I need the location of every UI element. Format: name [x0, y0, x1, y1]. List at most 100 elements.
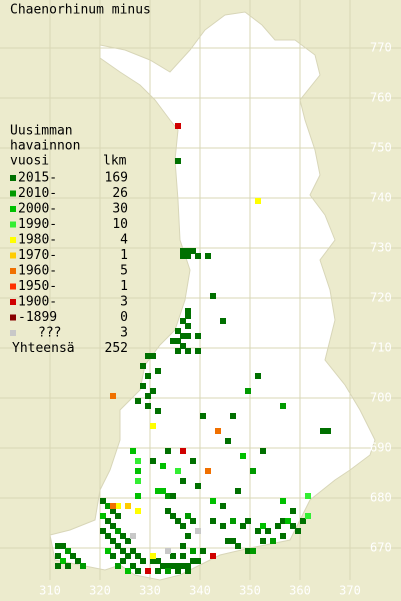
observation-square	[180, 563, 186, 569]
observation-square	[155, 408, 161, 414]
observation-square	[190, 458, 196, 464]
legend-count-header: lkm	[103, 154, 127, 169]
observation-square	[135, 458, 141, 464]
observation-square	[180, 543, 186, 549]
observation-square	[185, 533, 191, 539]
x-label: 330	[139, 584, 161, 598]
observation-square	[220, 318, 226, 324]
legend-count: 30	[112, 202, 128, 217]
legend-total-label: Yhteensä	[12, 341, 75, 356]
observation-square	[220, 503, 226, 509]
legend-swatch	[10, 221, 16, 228]
observation-square	[140, 363, 146, 369]
observation-square	[180, 253, 186, 259]
observation-square	[190, 548, 196, 554]
legend-label: 2010-	[18, 186, 57, 201]
legend-label: 2000-	[18, 202, 57, 217]
observation-square	[105, 533, 111, 539]
observation-square	[185, 333, 191, 339]
legend-count: 10	[112, 217, 128, 232]
legend-swatch	[10, 252, 16, 259]
observation-square	[135, 468, 141, 474]
observation-square	[150, 458, 156, 464]
y-label: 720	[370, 291, 392, 305]
observation-square	[130, 448, 136, 454]
legend-swatch	[10, 175, 16, 181]
observation-square	[185, 323, 191, 329]
x-label: 340	[189, 584, 211, 598]
observation-square	[110, 538, 116, 544]
observation-square	[105, 518, 111, 524]
observation-square	[150, 558, 156, 564]
observation-square	[180, 448, 186, 454]
observation-square	[115, 513, 121, 519]
y-label: 700	[370, 391, 392, 405]
observation-square	[105, 503, 111, 509]
legend-count: 3	[120, 295, 128, 310]
observation-square	[135, 553, 141, 559]
observation-square	[145, 393, 151, 399]
observation-square	[155, 558, 161, 564]
observation-square	[215, 428, 221, 434]
y-label: 690	[370, 441, 392, 455]
observation-square	[195, 333, 201, 339]
observation-square	[295, 528, 301, 534]
observation-square	[180, 333, 186, 339]
legend-label: 1990-	[18, 217, 57, 232]
observation-square	[120, 548, 126, 554]
observation-square	[305, 493, 311, 499]
observation-square	[145, 568, 151, 574]
observation-square	[225, 538, 231, 544]
observation-square	[195, 253, 201, 259]
observations	[55, 123, 331, 574]
observation-square	[185, 348, 191, 354]
observation-square	[175, 563, 181, 569]
observation-square	[125, 503, 131, 509]
observation-square	[100, 528, 106, 534]
observation-square	[220, 523, 226, 529]
legend-count: 1	[120, 248, 128, 263]
observation-square	[135, 493, 141, 499]
observation-square	[185, 513, 191, 519]
observation-square	[170, 338, 176, 344]
observation-square	[145, 353, 151, 359]
legend-label: 1960-	[18, 264, 57, 279]
observation-square	[320, 428, 326, 434]
legend-header: vuosi	[10, 154, 49, 169]
observation-square	[135, 398, 141, 404]
observation-square	[135, 568, 141, 574]
observation-square	[165, 568, 171, 574]
observation-square	[65, 548, 71, 554]
y-label: 770	[370, 41, 392, 55]
observation-square	[300, 518, 306, 524]
observation-square	[280, 498, 286, 504]
observation-square	[185, 248, 191, 254]
observation-square	[55, 553, 61, 559]
observation-square	[175, 468, 181, 474]
observation-square	[275, 523, 281, 529]
observation-square	[205, 468, 211, 474]
observation-square	[305, 513, 311, 519]
observation-square	[185, 313, 191, 319]
observation-square	[175, 158, 181, 164]
observation-square	[185, 563, 191, 569]
observation-square	[175, 518, 181, 524]
observation-square	[180, 553, 186, 559]
observation-square	[230, 518, 236, 524]
legend-swatch	[10, 237, 16, 243]
legend-swatch	[10, 314, 16, 321]
observation-square	[60, 543, 66, 549]
observation-square	[185, 253, 191, 259]
observation-square	[240, 453, 246, 459]
observation-square	[160, 488, 166, 494]
y-label: 680	[370, 491, 392, 505]
y-label: 740	[370, 191, 392, 205]
legend-count: 5	[120, 264, 128, 279]
observation-square	[180, 478, 186, 484]
observation-square	[195, 483, 201, 489]
legend-label: 1950-	[18, 279, 57, 294]
observation-square	[190, 558, 196, 564]
observation-square	[55, 543, 61, 549]
